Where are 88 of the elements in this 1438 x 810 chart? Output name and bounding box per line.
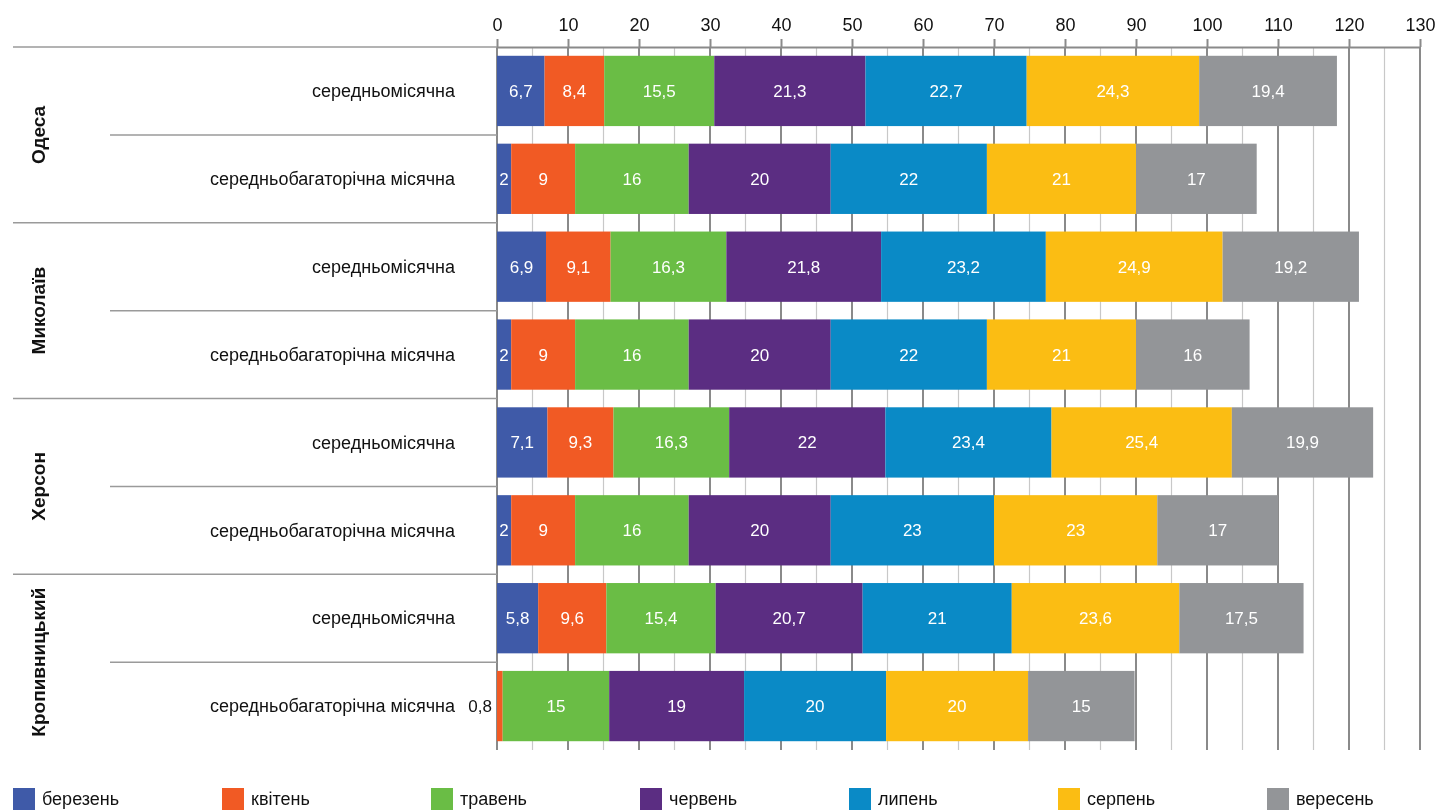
data-label: 0,8 [468,697,492,717]
x-tick-label: 100 [1192,15,1223,35]
x-tick-label: 0 [492,15,503,35]
x-tick-label: 70 [984,15,1005,35]
data-label: 9,3 [568,433,593,453]
y-tick-label: середньомісячна [312,256,456,277]
data-label: 23,4 [951,433,985,453]
data-label: 16 [1183,345,1203,365]
data-label: 15 [1071,697,1091,717]
data-label: 16,3 [651,257,686,277]
legend-label: вересень [1296,789,1374,810]
data-label: 21,8 [787,257,821,277]
data-label: 20 [805,697,825,717]
data-label: 22 [899,345,919,365]
text: Миколаїв [28,266,49,355]
x-tick-label: 130 [1405,15,1436,35]
data-label: 8,4 [562,81,587,101]
text: Херсон [28,452,49,521]
text: Одеса [28,105,49,164]
x-tick-label: 80 [1055,15,1076,35]
data-label: 23 [1066,521,1086,541]
data-label: 15,4 [644,609,678,629]
data-label: 20 [947,697,967,717]
data-label: 6,7 [508,81,533,101]
data-label: 23,6 [1078,609,1113,629]
data-label: 19 [667,697,687,717]
data-label: 2 [499,169,509,189]
data-label: 19,2 [1274,257,1308,277]
data-label: 21 [927,609,947,629]
x-tick-label: 50 [842,15,863,35]
data-label: 6,9 [509,257,534,277]
data-label: 9 [538,169,548,189]
data-label: 9 [538,345,548,365]
y-tick-label: середньомісячна [312,608,456,629]
x-tick-label: 20 [629,15,650,35]
data-label: 22,7 [929,81,963,101]
legend-label: травень [460,789,527,810]
x-tick-label: 10 [558,15,579,35]
data-label: 17 [1208,521,1228,541]
y-tick-label: середньобагаторічна місячна [209,344,456,365]
data-label: 24,9 [1117,257,1151,277]
data-label: 9 [538,521,548,541]
data-label: 20 [750,345,770,365]
data-label: 22 [797,433,817,453]
data-label: 19,9 [1285,433,1320,453]
data-label: 25,4 [1125,433,1159,453]
data-label: 5,8 [505,609,530,629]
data-label: 21,3 [773,81,807,101]
data-label: 15 [546,697,566,717]
data-label: 9,6 [560,609,585,629]
data-label: 21 [1051,169,1071,189]
legend-label: липень [878,789,938,810]
data-label: 2 [499,521,509,541]
x-tick-label: 60 [913,15,934,35]
data-label: 16,3 [654,433,688,453]
y-tick-label: середньобагаторічна місячна [209,520,456,541]
data-label: 17 [1186,169,1206,189]
x-tick-label: 90 [1126,15,1147,35]
legend-label: березень [42,789,120,810]
data-label: 2 [499,345,509,365]
data-label: 22 [899,169,919,189]
data-label: 16 [622,345,642,365]
data-label: 20,7 [772,609,806,629]
data-label: 20 [750,521,770,541]
y-tick-label: середньомісячна [312,81,456,102]
data-label: 7,1 [510,433,535,453]
data-label: 23,2 [946,257,981,277]
legend-label: квітень [251,789,310,810]
data-label: 15,5 [642,81,676,101]
data-label: 20 [750,169,770,189]
legend-label: червень [669,789,738,810]
data-label: 21 [1051,345,1071,365]
x-tick-label: 30 [700,15,721,35]
data-label: 23 [902,521,922,541]
data-label: 16 [622,521,642,541]
legend-label: серпень [1087,789,1156,810]
y-tick-label: середньобагаторічна місячна [209,169,456,190]
data-label: 19,4 [1251,81,1285,101]
x-tick-label: 110 [1264,15,1293,35]
text: Кропивницький [28,587,49,737]
data-label: 9,1 [566,257,591,277]
y-tick-label: середньомісячна [312,432,456,453]
data-label: 24,3 [1096,81,1130,101]
x-tick-label: 40 [771,15,792,35]
data-label: 16 [622,169,642,189]
y-tick-label: середньобагаторічна місячна [209,696,456,717]
x-tick-label: 120 [1334,15,1365,35]
data-label: 17,5 [1224,609,1258,629]
